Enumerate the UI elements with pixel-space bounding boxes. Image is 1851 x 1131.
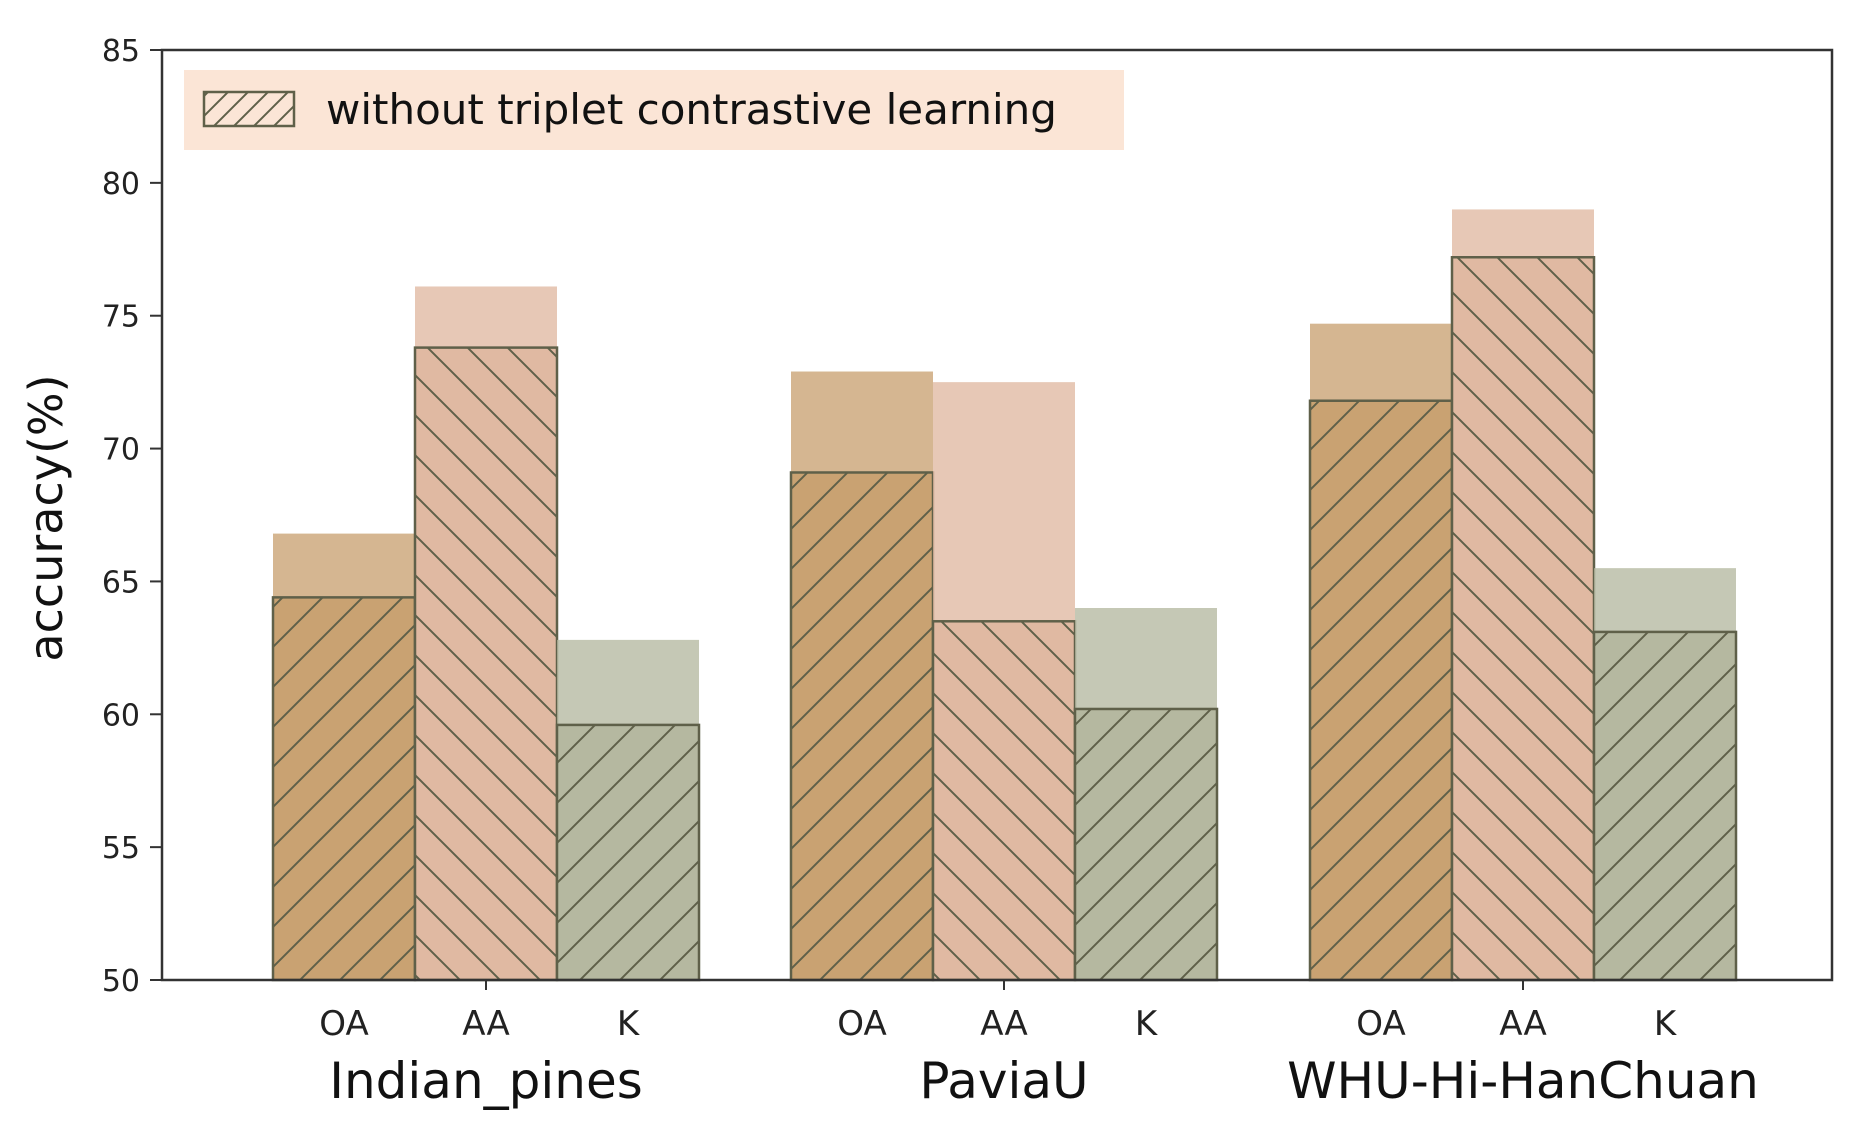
plot-frame: [160, 48, 1834, 982]
x-tick-label: K: [1135, 1004, 1159, 1044]
legend: without triplet contrastive learning: [184, 70, 1124, 150]
legend-label: without triplet contrastive learning: [326, 85, 1057, 134]
y-tick-label: 65: [102, 565, 140, 600]
x-group-label: Indian_pines: [329, 1052, 643, 1110]
axes-layer: OA AA K Indian_pines OA AA K PaviaU OA AA K WHU-Hi-…: [102, 34, 1834, 1110]
x-tick-label: AA: [980, 1004, 1027, 1044]
x-tick-label: AA: [462, 1004, 509, 1044]
y-tick-label: 70: [102, 433, 140, 468]
bar-wo-tcl-Indian_pines-K: [555, 723, 701, 982]
bar-wo-tcl-PaviaU-K: [1073, 707, 1219, 982]
bar-wo-tcl-Indian_pines-OA: [271, 596, 417, 982]
y-tick-label: 60: [102, 698, 140, 733]
y-tick-label: 85: [102, 34, 140, 69]
y-tick-label: 80: [102, 167, 140, 202]
y-tick-label: 55: [102, 831, 140, 866]
legend-background: [184, 70, 1124, 150]
x-tick-label: AA: [1499, 1004, 1546, 1044]
bar-wo-tcl-PaviaU-AA: [931, 620, 1077, 982]
y-axis-title: accuracy(%): [19, 374, 73, 661]
legend-swatch: [202, 90, 296, 128]
bars-layer: [271, 209, 1738, 982]
bar-wo-tcl-WHU-Hi-HanChuan-OA: [1308, 399, 1454, 982]
y-tick-label: 75: [102, 300, 140, 335]
x-tick-label: OA: [319, 1004, 368, 1044]
x-tick-label: OA: [1356, 1004, 1405, 1044]
y-tick-label: 50: [102, 964, 140, 999]
bar-wo-tcl-WHU-Hi-HanChuan-AA: [1450, 256, 1596, 982]
x-group-label: WHU-Hi-HanChuan: [1287, 1052, 1759, 1110]
bar-wo-tcl-PaviaU-OA: [789, 471, 935, 982]
bar-wo-tcl-Indian_pines-AA: [413, 346, 559, 982]
x-tick-label: K: [617, 1004, 641, 1044]
x-tick-label: OA: [837, 1004, 886, 1044]
x-group-label: PaviaU: [919, 1052, 1088, 1110]
x-tick-label: K: [1654, 1004, 1678, 1044]
bar-wo-tcl-WHU-Hi-HanChuan-K: [1592, 630, 1738, 982]
